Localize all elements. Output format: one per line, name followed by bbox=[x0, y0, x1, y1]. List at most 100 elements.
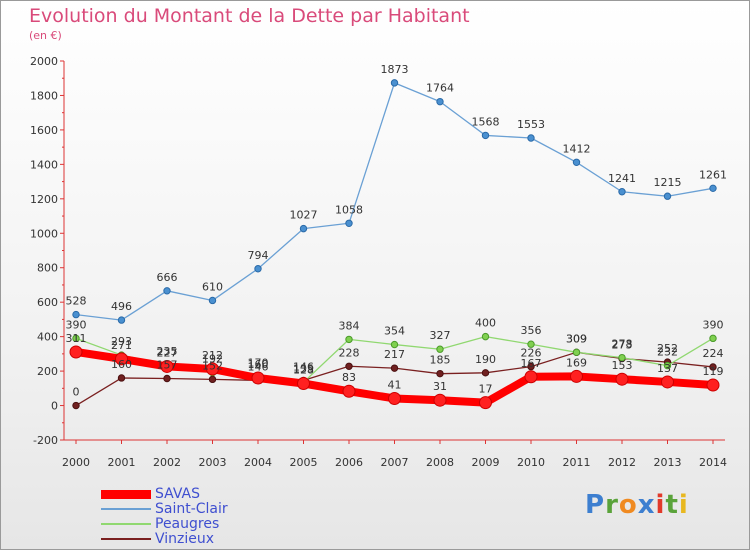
data-point-saint-clair bbox=[299, 224, 308, 233]
data-point-savas bbox=[433, 393, 447, 407]
data-point-vinzieux bbox=[72, 401, 80, 410]
data-label-peaugres: 390 bbox=[66, 318, 87, 331]
y-tick-label: -200 bbox=[33, 434, 58, 447]
data-point-savas bbox=[388, 391, 401, 405]
data-label-peaugres: 235 bbox=[157, 345, 178, 358]
data-point-savas bbox=[251, 371, 265, 385]
data-label-vinzieux: 252 bbox=[657, 342, 678, 355]
data-point-peaugres bbox=[390, 340, 399, 349]
data-point-vinzieux bbox=[208, 375, 217, 384]
y-tick-label: 2000 bbox=[30, 55, 58, 68]
data-label-vinzieux: 146 bbox=[248, 360, 269, 373]
data-label-peaugres: 293 bbox=[111, 335, 132, 348]
y-tick-label: 1200 bbox=[30, 193, 58, 206]
series-line-saint-clair bbox=[75, 82, 714, 321]
data-label-savas: 31 bbox=[433, 380, 447, 393]
data-label-vinzieux: 160 bbox=[111, 358, 132, 371]
data-point-saint-clair bbox=[72, 310, 80, 319]
data-label-saint-clair: 1058 bbox=[335, 203, 363, 216]
data-label-savas: 271 bbox=[111, 339, 132, 352]
proxiti-logo: Proxiti bbox=[585, 490, 689, 520]
x-tick-label: 2011 bbox=[563, 456, 591, 469]
data-point-peaugres bbox=[709, 334, 717, 343]
y-tick-label: 1600 bbox=[30, 124, 58, 137]
chart-title: Evolution du Montant de la Dette par Hab… bbox=[29, 5, 470, 27]
data-point-savas bbox=[342, 384, 356, 398]
data-point-savas bbox=[206, 362, 219, 376]
data-point-vinzieux bbox=[390, 364, 399, 372]
legend-label-peaugres: Peaugres bbox=[155, 516, 220, 532]
data-point-saint-clair bbox=[345, 219, 353, 227]
data-point-peaugres bbox=[618, 353, 626, 362]
data-point-saint-clair bbox=[117, 316, 126, 324]
legend-item-saint-clair: Saint-Clair bbox=[101, 501, 228, 517]
data-point-vinzieux bbox=[345, 362, 353, 370]
x-tick-label: 2007 bbox=[381, 456, 409, 469]
chart-subtitle: (en €) bbox=[29, 29, 62, 42]
x-tick-label: 2013 bbox=[654, 456, 682, 469]
y-tick-label: 0 bbox=[51, 400, 58, 413]
data-label-vinzieux: 224 bbox=[703, 347, 724, 360]
y-tick-label: 600 bbox=[37, 296, 58, 309]
data-label-savas: 17 bbox=[479, 383, 493, 396]
data-label-vinzieux: 309 bbox=[566, 332, 587, 345]
x-tick-label: 2008 bbox=[426, 456, 454, 469]
data-label-savas: 137 bbox=[657, 362, 678, 375]
data-label-vinzieux: 217 bbox=[384, 348, 405, 361]
legend-label-vinzieux: Vinzieux bbox=[155, 531, 215, 547]
data-label-vinzieux: 0 bbox=[73, 386, 80, 399]
data-label-saint-clair: 1215 bbox=[654, 176, 682, 189]
data-label-savas: 41 bbox=[388, 378, 402, 391]
data-point-vinzieux bbox=[527, 362, 535, 371]
data-point-peaugres bbox=[527, 340, 535, 348]
data-point-peaugres bbox=[345, 335, 353, 344]
data-label-saint-clair: 610 bbox=[202, 280, 223, 293]
x-tick-label: 2014 bbox=[699, 456, 727, 469]
x-tick-label: 2010 bbox=[517, 456, 545, 469]
data-point-peaugres bbox=[481, 332, 490, 341]
y-tick-label: 1800 bbox=[30, 89, 58, 102]
data-label-saint-clair: 1873 bbox=[381, 63, 409, 76]
x-tick-label: 2003 bbox=[199, 456, 227, 469]
legend-label-savas: SAVAS bbox=[155, 486, 200, 502]
data-label-vinzieux: 157 bbox=[157, 358, 178, 371]
data-point-savas bbox=[615, 372, 629, 386]
data-point-vinzieux bbox=[163, 374, 171, 383]
data-point-savas bbox=[706, 378, 720, 392]
data-label-saint-clair: 528 bbox=[66, 295, 87, 308]
data-point-saint-clair bbox=[572, 158, 581, 166]
data-point-peaugres bbox=[72, 334, 80, 343]
y-tick-label: 1400 bbox=[30, 158, 58, 171]
data-point-saint-clair bbox=[163, 287, 171, 295]
data-label-savas: 167 bbox=[521, 357, 542, 370]
data-point-saint-clair bbox=[481, 131, 490, 140]
data-point-saint-clair bbox=[618, 188, 626, 196]
x-tick-label: 2004 bbox=[244, 456, 272, 469]
x-tick-label: 2000 bbox=[62, 456, 90, 469]
data-point-vinzieux bbox=[436, 369, 444, 378]
data-point-saint-clair bbox=[663, 192, 672, 200]
data-label-savas: 160 bbox=[248, 358, 269, 371]
x-tick-label: 2002 bbox=[153, 456, 181, 469]
data-point-savas bbox=[524, 370, 538, 384]
data-label-vinzieux: 152 bbox=[202, 359, 223, 372]
data-label-saint-clair: 794 bbox=[248, 249, 269, 262]
data-point-peaugres bbox=[663, 361, 672, 370]
data-label-vinzieux: 228 bbox=[339, 346, 360, 359]
data-label-vinzieux: 146 bbox=[293, 360, 314, 373]
data-label-saint-clair: 1241 bbox=[608, 172, 636, 185]
data-point-savas bbox=[297, 376, 310, 390]
data-label-vinzieux: 185 bbox=[430, 354, 451, 367]
data-point-saint-clair bbox=[390, 79, 399, 87]
legend-item-peaugres: Peaugres bbox=[101, 516, 220, 532]
data-point-saint-clair bbox=[208, 296, 217, 305]
y-tick-label: 1000 bbox=[30, 227, 58, 240]
data-label-peaugres: 170 bbox=[248, 356, 269, 369]
data-label-savas: 128 bbox=[293, 363, 314, 376]
data-point-peaugres bbox=[572, 348, 581, 357]
data-label-saint-clair: 666 bbox=[157, 271, 178, 284]
legend-swatch-vinzieux bbox=[101, 538, 151, 540]
data-label-saint-clair: 1553 bbox=[517, 118, 545, 131]
data-label-peaugres: 192 bbox=[202, 352, 223, 365]
